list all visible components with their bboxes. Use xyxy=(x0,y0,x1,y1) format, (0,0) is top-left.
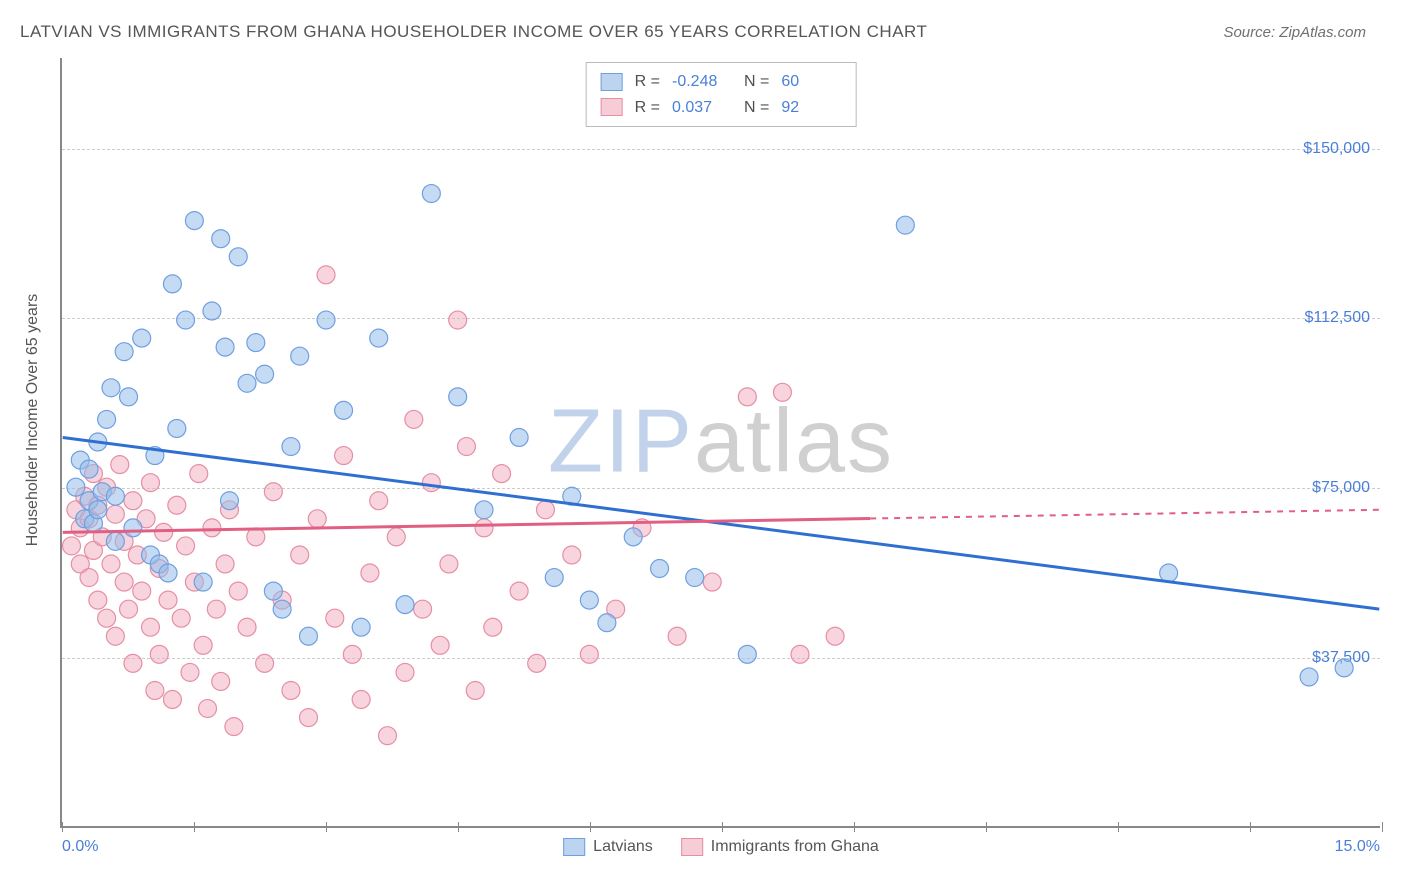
x-tick xyxy=(1382,822,1383,832)
legend-bottom-item-latvians: Latvians xyxy=(563,838,653,856)
legend-swatch-ghana xyxy=(681,838,703,856)
legend-swatch-latvians xyxy=(563,838,585,856)
chart-source: Source: ZipAtlas.com xyxy=(1223,24,1366,41)
legend-swatch-latvians xyxy=(601,73,623,91)
plot-area: ZIPatlas R =-0.248N =60R =0.037N =92 0.0… xyxy=(60,58,1380,828)
legend-series-name-ghana: Immigrants from Ghana xyxy=(711,838,879,856)
legend-r-label: R = xyxy=(635,69,660,95)
legend-n-label: N = xyxy=(744,95,769,121)
legend-n-label: N = xyxy=(744,69,769,95)
y-axis-title: Householder Income Over 65 years xyxy=(24,294,42,547)
legend-r-value-latvians: -0.248 xyxy=(672,69,732,95)
legend-r-label: R = xyxy=(635,95,660,121)
legend-series-name-latvians: Latvians xyxy=(593,838,653,856)
chart-svg xyxy=(62,58,1380,826)
legend-top-row-ghana: R = 0.037 N = 92 xyxy=(601,95,842,121)
x-axis-label-right: 15.0% xyxy=(1335,838,1380,856)
x-axis-label-left: 0.0% xyxy=(62,838,98,856)
legend-r-value-ghana: 0.037 xyxy=(672,95,732,121)
legend-top: R = -0.248 N = 60 R = 0.037 N = 92 xyxy=(586,62,857,127)
legend-n-value-ghana: 92 xyxy=(781,95,841,121)
legend-n-value-latvians: 60 xyxy=(781,69,841,95)
legend-bottom-item-ghana: Immigrants from Ghana xyxy=(681,838,879,856)
legend-swatch-ghana xyxy=(601,98,623,116)
legend-bottom: Latvians Immigrants from Ghana xyxy=(563,838,879,856)
chart-title: LATVIAN VS IMMIGRANTS FROM GHANA HOUSEHO… xyxy=(20,22,927,42)
legend-top-row-latvians: R = -0.248 N = 60 xyxy=(601,69,842,95)
